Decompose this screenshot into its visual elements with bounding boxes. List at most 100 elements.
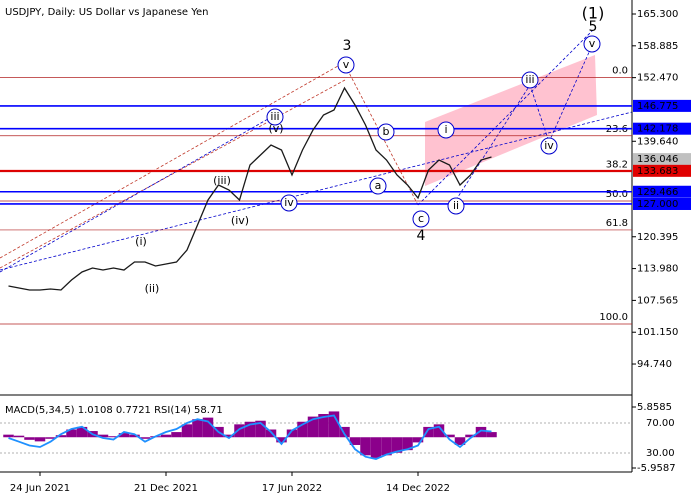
macd-bar bbox=[412, 437, 424, 443]
macd-bar bbox=[381, 437, 392, 456]
chart-title: USDJPY, Daily: US Dollar vs Japanese Yen bbox=[5, 7, 209, 18]
macd-bar bbox=[328, 411, 340, 438]
wave-label: iv bbox=[284, 196, 294, 209]
macd-bar bbox=[171, 432, 182, 438]
fib-label: 61.8 bbox=[606, 218, 628, 229]
macd-bar bbox=[76, 426, 88, 438]
wave-circle bbox=[337, 56, 355, 74]
fib-label: 100.0 bbox=[599, 312, 628, 323]
y-tick-label: 158.885 bbox=[637, 41, 678, 52]
macd-bar bbox=[34, 437, 46, 442]
macd-bar bbox=[465, 434, 476, 438]
macd-bar bbox=[423, 426, 434, 438]
macd-bar bbox=[160, 434, 172, 438]
x-tick-label: 17 Jun 2022 bbox=[262, 483, 322, 494]
macd-bar bbox=[339, 426, 350, 438]
wave-circle bbox=[540, 137, 558, 155]
wave-label: a bbox=[375, 179, 382, 192]
macd-bar bbox=[139, 437, 151, 439]
level-label: 146.775 bbox=[637, 101, 678, 112]
wave-label: (v) bbox=[268, 122, 283, 135]
wave-circle bbox=[583, 35, 601, 53]
wave-circle bbox=[521, 71, 539, 89]
macd-bar bbox=[3, 434, 14, 438]
wave-label: (iv) bbox=[231, 214, 249, 227]
wave-label: (i) bbox=[135, 235, 147, 248]
macd-bar bbox=[265, 429, 277, 438]
macd-bar bbox=[108, 436, 119, 438]
macd-bar bbox=[475, 426, 487, 438]
fib-label: 0.0 bbox=[612, 66, 628, 77]
wave-circle bbox=[447, 197, 465, 215]
trend-line bbox=[455, 84, 531, 201]
macd-bar bbox=[297, 421, 308, 438]
wave-label: 4 bbox=[417, 228, 426, 244]
level-label: 133.683 bbox=[637, 166, 678, 177]
macd-bar bbox=[118, 433, 130, 438]
wave-label: 3 bbox=[343, 38, 352, 54]
macd-bar bbox=[234, 424, 245, 438]
level-label: 142.178 bbox=[637, 124, 678, 135]
wave-label: v bbox=[343, 58, 350, 71]
macd-bar bbox=[349, 437, 361, 445]
macd-bar bbox=[55, 435, 67, 438]
macd-bar bbox=[486, 432, 497, 438]
trend-line bbox=[0, 114, 276, 273]
wave-label: b bbox=[383, 125, 390, 138]
trend-line bbox=[0, 61, 346, 259]
macd-bar bbox=[45, 437, 56, 439]
level-label: 127.000 bbox=[637, 199, 678, 210]
macd-bar bbox=[307, 416, 319, 438]
y-tick-label: -5.9587 bbox=[637, 463, 676, 474]
y-tick-label: 101.150 bbox=[637, 327, 678, 338]
level-box bbox=[633, 185, 691, 198]
macd-bar bbox=[97, 434, 109, 438]
y-tick-label: 113.980 bbox=[637, 264, 678, 275]
macd-bar bbox=[24, 437, 35, 440]
wave-label: iii bbox=[525, 73, 534, 86]
macd-bar bbox=[181, 424, 193, 438]
wave-label: ii bbox=[453, 199, 459, 212]
trend-line bbox=[548, 49, 591, 143]
macd-bar bbox=[402, 437, 413, 451]
x-tick-label: 14 Dec 2022 bbox=[386, 483, 450, 494]
wave-label: c bbox=[418, 212, 424, 225]
y-tick-label: 165.300 bbox=[637, 9, 678, 20]
trend-line bbox=[0, 79, 346, 269]
macd-bar bbox=[360, 437, 371, 456]
price-line bbox=[8, 86, 492, 291]
macd-bar bbox=[192, 419, 203, 438]
wave-label: v bbox=[589, 37, 596, 50]
macd-bar bbox=[276, 437, 287, 443]
macd-bar bbox=[454, 437, 466, 445]
y-tick-label: 94.740 bbox=[637, 359, 672, 370]
macd-bar bbox=[244, 421, 256, 438]
wave-label: (1) bbox=[582, 4, 605, 23]
macd-bar bbox=[318, 414, 329, 438]
wave-label: iv bbox=[544, 139, 554, 152]
fib-label: 50.0 bbox=[606, 189, 628, 200]
wave-circle bbox=[266, 108, 284, 126]
macd-bar bbox=[370, 437, 382, 458]
wave-circle bbox=[369, 177, 387, 195]
wave-label: 5 bbox=[589, 19, 598, 35]
macd-bar bbox=[255, 420, 266, 438]
y-tick-label: 152.470 bbox=[637, 73, 678, 84]
macd-bar bbox=[444, 434, 455, 438]
trend-line bbox=[344, 64, 419, 206]
wave-label: (ii) bbox=[145, 282, 160, 295]
indicator-title: MACD(5,34,5) 1.0108 0.7721 RSI(14) 58.71 bbox=[5, 405, 223, 416]
level-box bbox=[633, 122, 691, 135]
x-tick-label: 21 Dec 2021 bbox=[134, 483, 198, 494]
level-label: 129.466 bbox=[637, 187, 678, 198]
wave-circle bbox=[280, 194, 298, 212]
level-label: 136.046 bbox=[637, 154, 678, 165]
y-tick-label: 120.395 bbox=[637, 232, 678, 243]
rsi-line bbox=[8, 414, 492, 460]
fib-label: 38.2 bbox=[606, 160, 628, 171]
macd-bar bbox=[223, 434, 235, 438]
wave-label: iii bbox=[270, 110, 279, 123]
